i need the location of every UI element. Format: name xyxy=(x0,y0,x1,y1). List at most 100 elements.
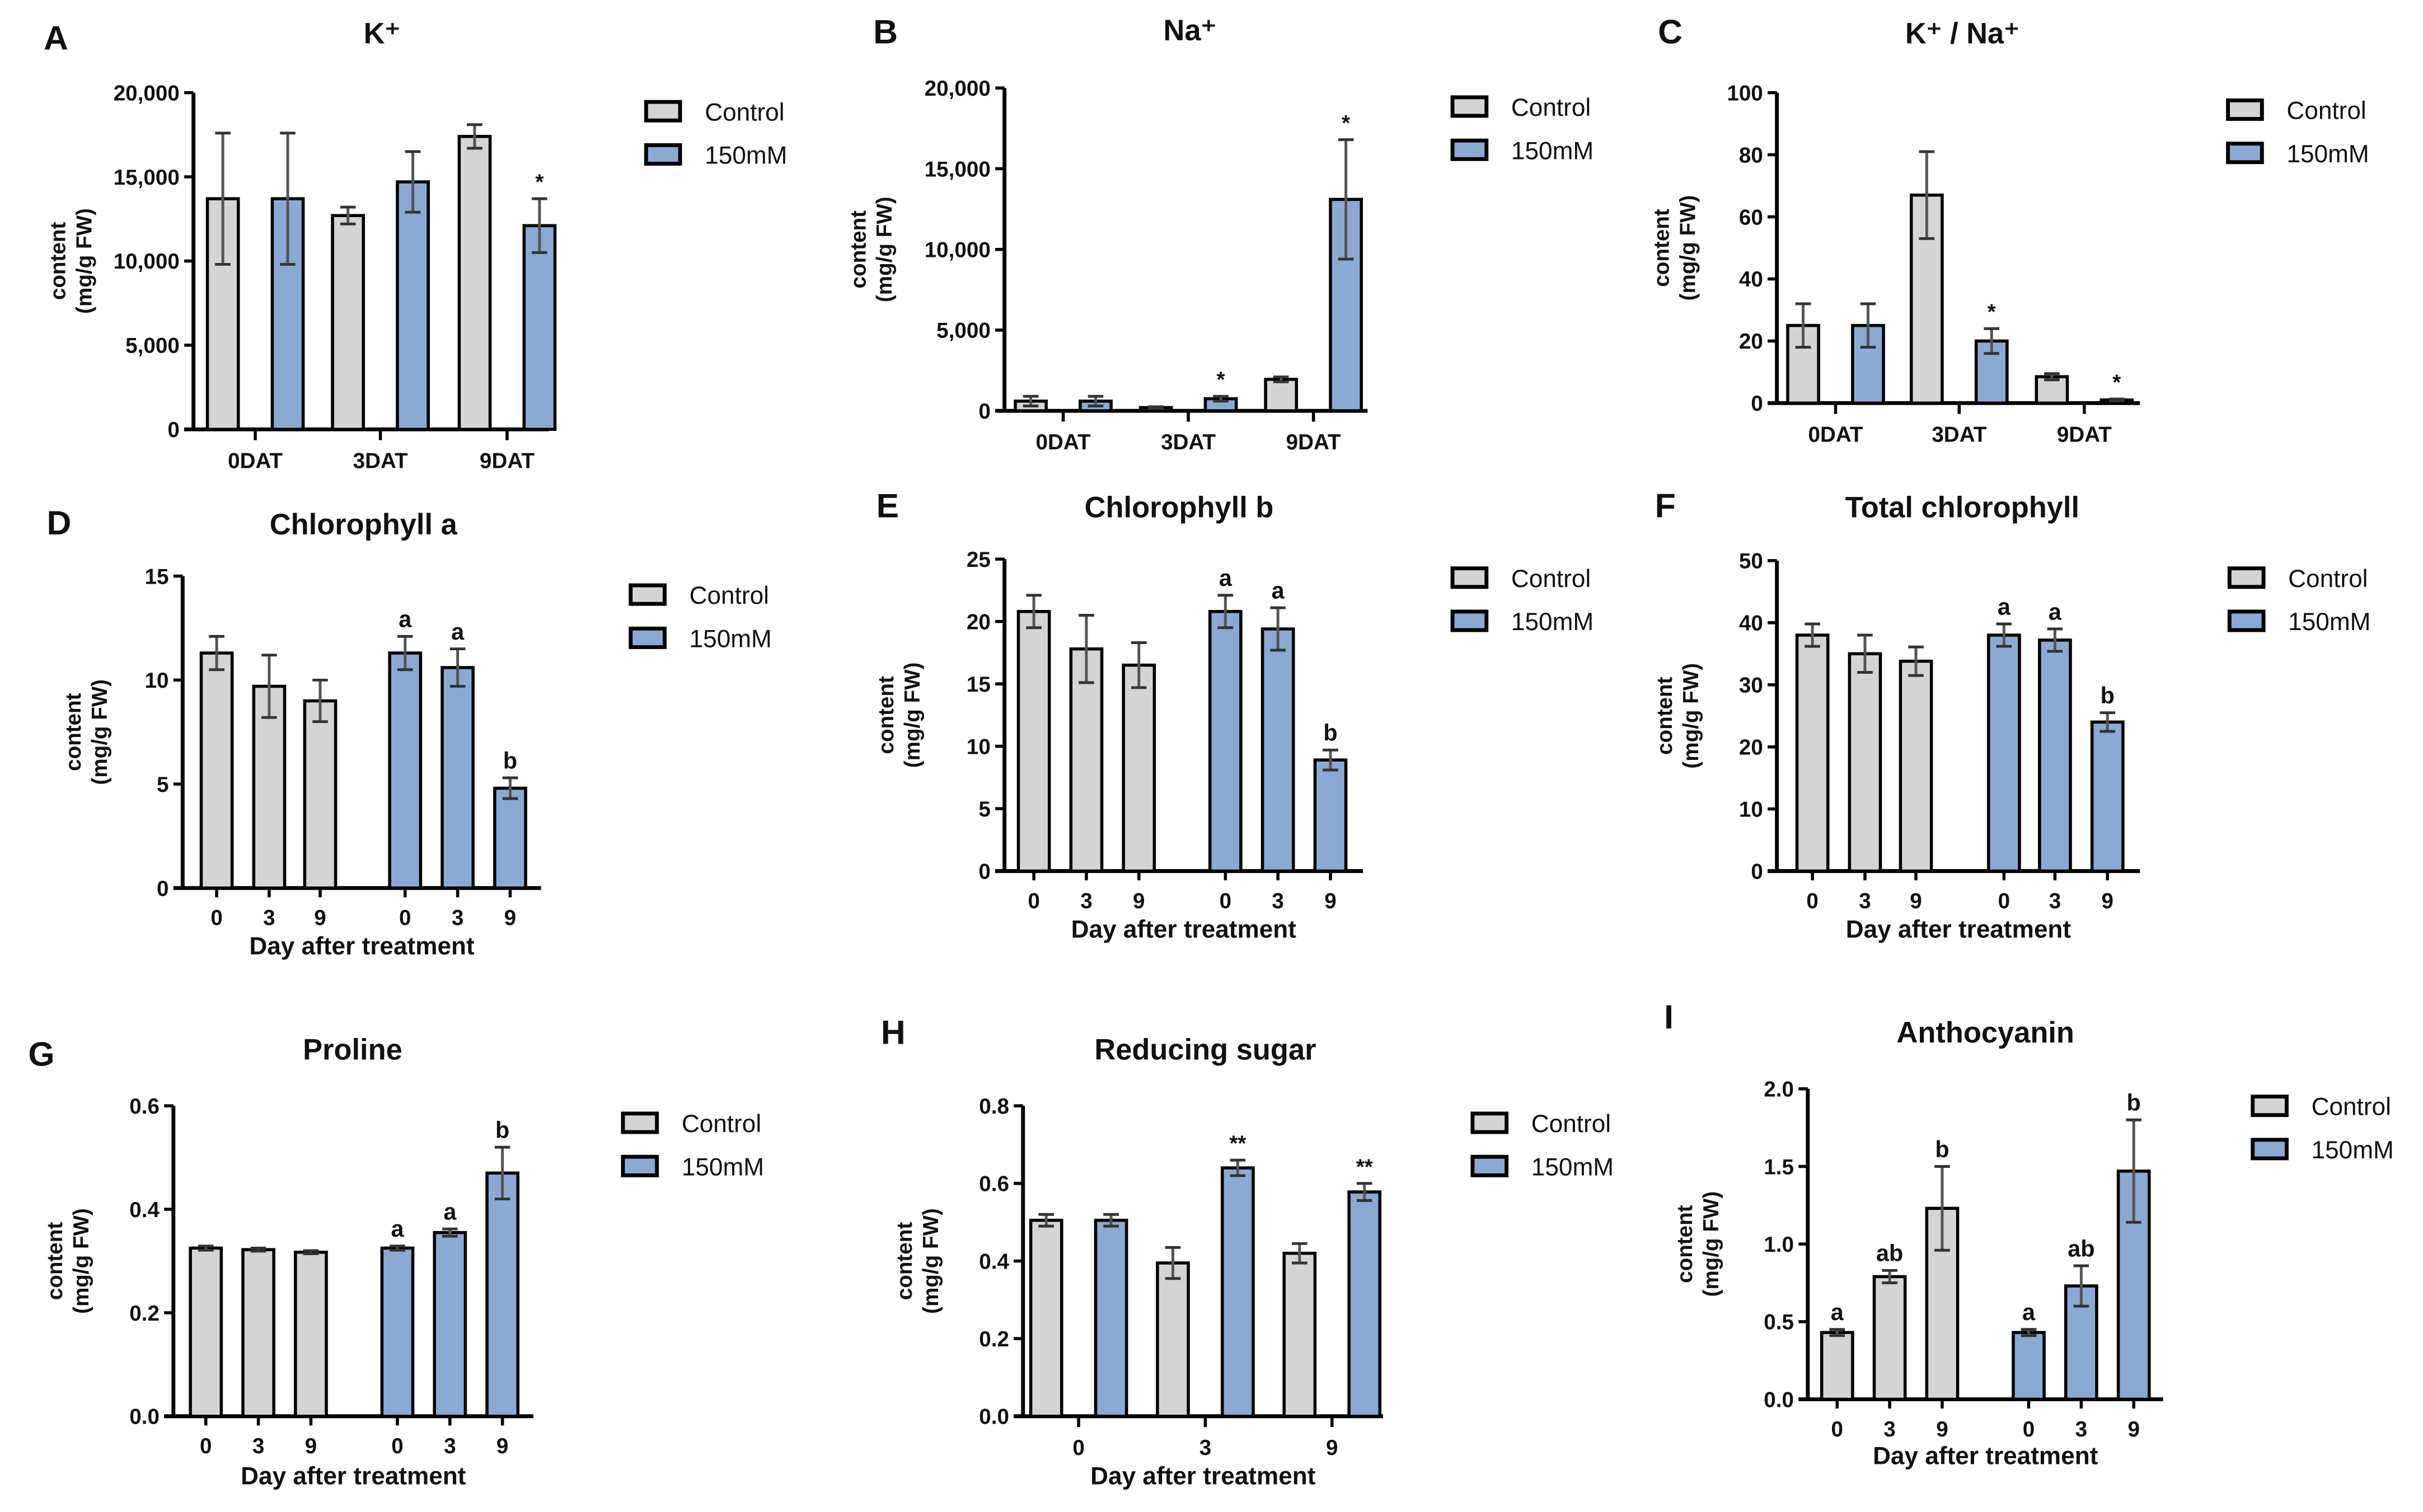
significance-mark: ab xyxy=(1876,1241,1903,1266)
x-tick-label: 0 xyxy=(1220,889,1231,913)
bar-150mm xyxy=(1221,1166,1255,1418)
bar-control xyxy=(1069,647,1104,873)
bar-control xyxy=(241,1248,275,1418)
x-axis-label: Day after treatment xyxy=(1846,915,2071,943)
legend-swatch-150mm xyxy=(2226,142,2264,165)
chart-title: Proline xyxy=(303,1034,402,1066)
y-tick-label: 20,000 xyxy=(114,81,180,105)
bar-control xyxy=(331,214,365,431)
y-label-line: content xyxy=(43,1222,67,1300)
x-tick-label: 0DAT xyxy=(1036,430,1091,454)
panel-d: D Chlorophyll a content (mg/g FW) 0 5 10 15 a a b 0… xyxy=(46,504,771,960)
y-label-line: content xyxy=(874,676,898,754)
panel-label: F xyxy=(1655,487,1676,525)
x-tick-label: 0 xyxy=(391,1434,403,1458)
legend-swatch-control xyxy=(2226,98,2264,121)
y-tick-label: 10,000 xyxy=(925,238,991,262)
y-tick-label: 40 xyxy=(1739,267,1763,292)
y-axis-label: content (mg/g FW) xyxy=(1649,195,1700,301)
y-tick-label: 10 xyxy=(145,669,169,693)
y-axis-label: content (mg/g FW) xyxy=(43,1208,93,1314)
y-tick-label: 0 xyxy=(167,418,179,442)
bar-150mm xyxy=(1260,627,1295,873)
y-tick-label: 15,000 xyxy=(925,157,991,181)
x-tick-label: 3 xyxy=(263,906,275,930)
y-label-line: (mg/g FW) xyxy=(901,662,925,768)
y-label-line: (mg/g FW) xyxy=(919,1208,943,1314)
panel-b: B Na⁺ content (mg/g FW) 0 5,000 10,000 15,000 20… xyxy=(846,12,1594,454)
chart-title: K⁺ xyxy=(364,17,401,50)
y-tick-label: 1.5 xyxy=(1764,1155,1794,1179)
y-label-line: content xyxy=(62,693,86,771)
legend-swatch-150mm xyxy=(1450,609,1489,632)
bar-control xyxy=(199,651,234,890)
significance-mark: * xyxy=(1342,111,1350,135)
y-tick-label: 0 xyxy=(978,400,990,424)
bar-control xyxy=(1156,1261,1190,1418)
panel-label: A xyxy=(44,18,68,57)
significance-mark: b xyxy=(495,1117,509,1143)
legend-label: Control xyxy=(690,582,769,609)
legend-swatch-control xyxy=(1450,95,1489,118)
y-tick-label: 10,000 xyxy=(114,250,180,274)
x-tick-label: 9 xyxy=(305,1434,317,1458)
y-tick-label: 5,000 xyxy=(936,319,991,343)
y-tick-label: 0.6 xyxy=(979,1172,1009,1196)
y-tick-label: 25 xyxy=(967,548,991,572)
significance-mark: a xyxy=(2022,1299,2036,1325)
significance-mark: a xyxy=(2049,599,2062,624)
y-tick-label: 0.0 xyxy=(979,1405,1009,1429)
bar-control xyxy=(1029,1218,1063,1418)
x-tick-label: 9 xyxy=(1326,1436,1338,1460)
panel-h: H Reducing sugar content (mg/g FW) 0.0 0.2 0.4… xyxy=(881,1013,1614,1490)
y-label-line: content xyxy=(46,222,71,300)
y-label-line: (mg/g FW) xyxy=(88,679,112,785)
x-axis-label: Day after treatment xyxy=(1071,915,1297,943)
bar-150mm xyxy=(2038,638,2072,873)
bar-control xyxy=(1820,1331,1854,1401)
y-tick-label: 80 xyxy=(1739,143,1763,167)
x-tick-label: 0 xyxy=(1028,889,1039,913)
significance-mark: ** xyxy=(1356,1155,1373,1179)
panel-c: C K⁺ / Na⁺ content (mg/g FW) 0 20 40 60 80 100 * * 0… xyxy=(1649,12,2369,447)
significance-mark: a xyxy=(443,1199,457,1225)
significance-mark: a xyxy=(1831,1299,1844,1325)
panel-i: I Anthocyanin content (mg/g FW) 0.0 0.5 1.0 1.5… xyxy=(1664,998,2394,1469)
x-tick-label: 9 xyxy=(1133,889,1145,913)
panel-label: H xyxy=(881,1013,906,1051)
y-label-line: (mg/g FW) xyxy=(873,196,897,302)
panel-label: I xyxy=(1664,998,1674,1036)
y-tick-label: 20,000 xyxy=(925,77,991,101)
bar-control xyxy=(1016,610,1051,873)
x-axis-label: Day after treatment xyxy=(1873,1442,2098,1469)
significance-mark: b xyxy=(2101,683,2115,708)
legend-label: Control xyxy=(682,1110,761,1138)
y-tick-label: 0.0 xyxy=(1764,1388,1794,1412)
legend-swatch-150mm xyxy=(644,143,682,166)
bar-150mm xyxy=(485,1171,520,1418)
x-tick-label: 9DAT xyxy=(1286,430,1341,454)
legend-label: Control xyxy=(1531,1110,1611,1138)
legend-label: 150mM xyxy=(2312,1137,2394,1164)
legend: Control 150mM xyxy=(2226,97,2369,168)
x-tick-label: 9 xyxy=(2102,889,2113,913)
significance-mark: b xyxy=(503,748,517,773)
legend-swatch-150mm xyxy=(621,1154,659,1177)
x-tick-label: 0 xyxy=(399,906,411,930)
x-tick-label: 3 xyxy=(444,1434,456,1458)
x-tick-label: 3 xyxy=(1199,1436,1211,1460)
legend: Control 150mM xyxy=(629,582,772,652)
y-tick-label: 15 xyxy=(967,673,991,697)
y-tick-label: 30 xyxy=(1739,674,1763,698)
legend: Control 150mM xyxy=(1470,1110,1614,1181)
y-label-line: content xyxy=(1673,1205,1697,1283)
significance-mark: a xyxy=(391,1216,404,1242)
x-tick-label: 9 xyxy=(1324,889,1336,913)
y-tick-label: 100 xyxy=(1727,81,1763,105)
bar-150mm xyxy=(1313,758,1348,873)
legend: Control 150mM xyxy=(2227,565,2370,636)
bar-control xyxy=(294,1251,328,1418)
legend-label: 150mM xyxy=(1511,608,1594,636)
y-tick-label: 0.6 xyxy=(129,1095,160,1119)
legend-label: Control xyxy=(705,98,784,126)
